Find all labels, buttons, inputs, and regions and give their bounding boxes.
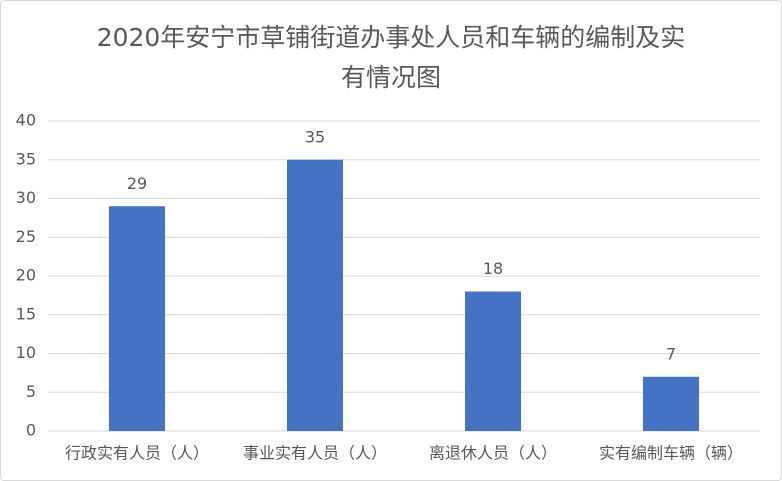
y-tick-label: 15 bbox=[16, 304, 36, 323]
data-label: 35 bbox=[305, 127, 325, 146]
x-tick-label: 事业实有人员（人） bbox=[243, 444, 387, 463]
y-tick-label: 35 bbox=[16, 149, 36, 168]
y-tick-label: 10 bbox=[16, 343, 36, 362]
bar bbox=[643, 376, 699, 431]
y-tick-label: 40 bbox=[16, 111, 36, 130]
data-label: 29 bbox=[127, 174, 147, 193]
y-tick-label: 5 bbox=[26, 382, 36, 401]
bar bbox=[287, 159, 343, 431]
data-label: 7 bbox=[666, 344, 676, 363]
bar bbox=[109, 206, 165, 431]
y-tick-label: 25 bbox=[16, 227, 36, 246]
chart-title: 2020年安宁市草铺街道办事处人员和车辆的编制及实有情况图 bbox=[96, 23, 686, 92]
data-label: 18 bbox=[483, 259, 503, 278]
x-tick-label: 实有编制车辆（辆） bbox=[599, 444, 743, 463]
bar bbox=[465, 291, 521, 431]
y-tick-label: 30 bbox=[16, 188, 36, 207]
x-tick-label: 行政实有人员（人） bbox=[65, 444, 209, 463]
x-tick-label: 离退休人员（人） bbox=[429, 444, 557, 463]
y-tick-label: 20 bbox=[16, 266, 36, 285]
y-tick-label: 0 bbox=[26, 421, 36, 440]
